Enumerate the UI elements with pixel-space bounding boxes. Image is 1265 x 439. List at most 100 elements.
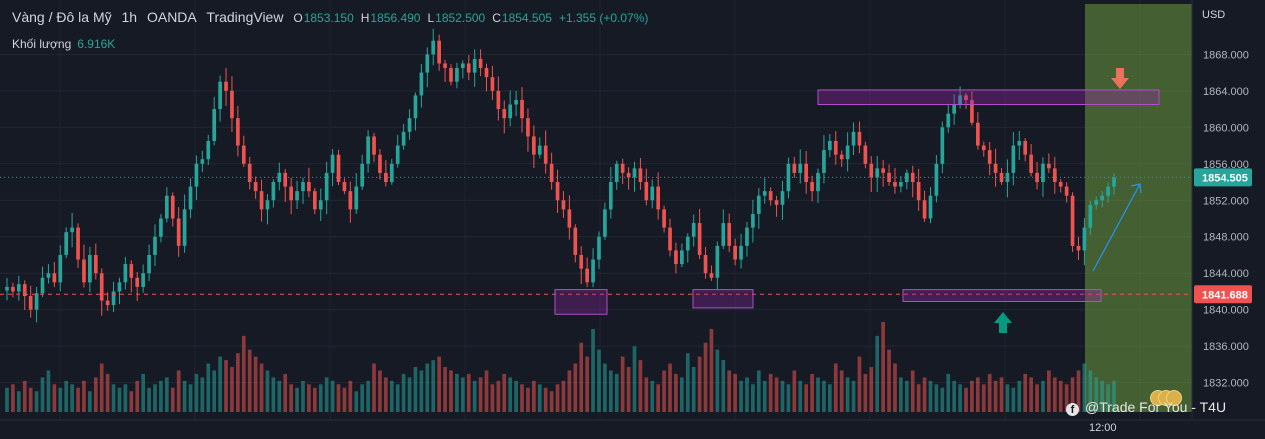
candle-body bbox=[674, 250, 678, 265]
volume-bar bbox=[1052, 377, 1057, 412]
platform-label: TradingView bbox=[206, 9, 284, 25]
volume-bar bbox=[484, 370, 489, 412]
candle-body bbox=[443, 63, 447, 69]
volume-bar bbox=[188, 384, 193, 412]
candle-body bbox=[17, 284, 21, 292]
candle-body bbox=[93, 254, 98, 274]
volume-bar bbox=[295, 387, 299, 412]
volume-bar bbox=[833, 363, 838, 412]
trend-arrow-head bbox=[1130, 183, 1142, 194]
volume-label[interactable]: Khối lượng bbox=[12, 37, 72, 51]
volume-bar bbox=[194, 373, 199, 412]
volume-bar bbox=[585, 356, 589, 412]
support-zone-middle bbox=[692, 289, 754, 309]
volume-bar bbox=[857, 356, 862, 412]
volume-bar bbox=[999, 377, 1004, 412]
volume-bar bbox=[1058, 380, 1063, 412]
candle-body bbox=[508, 104, 513, 119]
volume-bar bbox=[709, 328, 714, 412]
candle-body bbox=[466, 63, 471, 73]
volume-bar bbox=[751, 384, 755, 412]
candle-body bbox=[478, 58, 483, 69]
volume-bar bbox=[170, 387, 175, 412]
candle-body bbox=[922, 200, 927, 219]
volume-bar bbox=[496, 380, 501, 412]
volume-bar bbox=[318, 384, 323, 412]
volume-bar bbox=[307, 384, 311, 412]
candle-body bbox=[354, 186, 359, 210]
candle-body bbox=[591, 259, 595, 283]
volume-bar bbox=[1011, 387, 1016, 412]
volume-bar bbox=[425, 363, 430, 412]
volume-bar bbox=[40, 377, 45, 412]
candle-body bbox=[129, 264, 134, 278]
volume-bar bbox=[828, 384, 832, 412]
candle-body bbox=[543, 145, 548, 164]
candle-body bbox=[946, 113, 951, 128]
volume-bar bbox=[1023, 373, 1028, 412]
currency-label[interactable]: USD bbox=[1202, 9, 1226, 21]
candle-body bbox=[70, 227, 74, 233]
symbol-name[interactable]: Vàng / Đô la Mỹ bbox=[12, 9, 112, 25]
volume-bar bbox=[330, 380, 335, 412]
interval-label[interactable]: 1h bbox=[121, 9, 138, 25]
candle-body bbox=[810, 182, 814, 192]
volume-bar bbox=[5, 387, 9, 412]
price-tick-label: 1836.000 bbox=[1203, 341, 1249, 353]
volume-bar bbox=[715, 349, 720, 412]
candle-body bbox=[928, 195, 933, 219]
candle-body bbox=[727, 223, 732, 246]
volume-bar bbox=[987, 373, 992, 412]
volume-bar bbox=[786, 384, 791, 412]
event-flag-icon[interactable] bbox=[1166, 390, 1182, 406]
volume-bar bbox=[354, 391, 359, 412]
candle-body bbox=[614, 163, 619, 183]
volume-bar bbox=[253, 356, 258, 412]
facebook-icon: f bbox=[1066, 403, 1079, 416]
volume-bars bbox=[5, 322, 1116, 412]
volume-bar bbox=[153, 384, 157, 412]
volume-bar bbox=[389, 380, 394, 412]
candle-body bbox=[691, 223, 696, 237]
volume-bar bbox=[265, 370, 270, 412]
broker-label: OANDA bbox=[146, 9, 197, 25]
candle-body bbox=[28, 296, 33, 310]
candle-body bbox=[170, 195, 175, 219]
candle-body bbox=[58, 254, 63, 283]
events-flags-icon[interactable] bbox=[1150, 390, 1184, 406]
candle-body bbox=[780, 191, 785, 205]
volume-bar bbox=[413, 367, 418, 412]
candle-body bbox=[324, 172, 329, 201]
candle-body bbox=[798, 163, 803, 173]
low-label: L bbox=[427, 11, 435, 25]
high-label: H bbox=[360, 11, 370, 25]
volume-bar bbox=[739, 380, 743, 412]
volume-bar bbox=[366, 380, 370, 412]
volume-bar bbox=[887, 349, 891, 412]
volume-bar bbox=[224, 360, 228, 412]
candle-body bbox=[218, 81, 222, 110]
volume-bar bbox=[792, 370, 797, 412]
candle-body bbox=[437, 40, 441, 64]
price-tick-label: 1848.000 bbox=[1203, 232, 1249, 244]
candle-body bbox=[64, 232, 69, 255]
volume-legend: Khối lượng 6.916K bbox=[12, 37, 115, 51]
candle-body bbox=[1017, 140, 1022, 146]
candle-body bbox=[200, 159, 205, 164]
volume-bar bbox=[721, 360, 726, 412]
volume-bar bbox=[46, 370, 51, 412]
candle-body bbox=[816, 172, 820, 192]
candle-body bbox=[958, 95, 962, 105]
volume-bar bbox=[839, 370, 844, 412]
candle-body bbox=[5, 286, 9, 291]
volume-bar bbox=[662, 370, 666, 412]
volume-bar bbox=[656, 384, 661, 412]
candle-body bbox=[271, 182, 276, 201]
volume-bar bbox=[336, 384, 341, 412]
volume-bar bbox=[378, 370, 382, 412]
candle-body bbox=[283, 172, 288, 187]
volume-bar bbox=[230, 367, 234, 412]
candle-body bbox=[407, 118, 412, 132]
